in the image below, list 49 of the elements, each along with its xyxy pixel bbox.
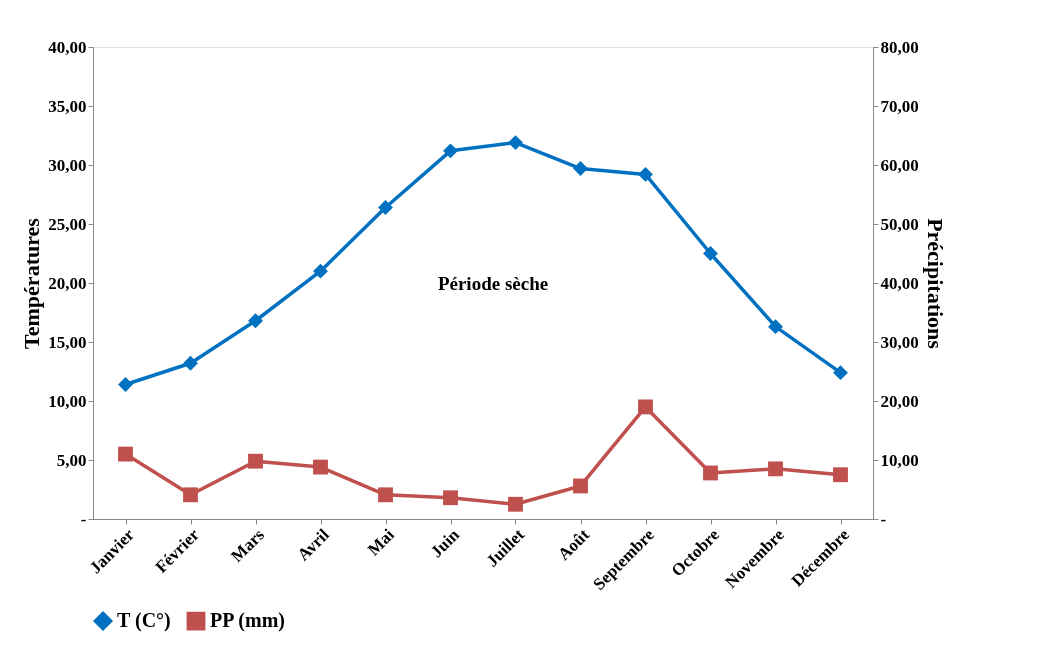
point [313,263,328,279]
y2-tick-label: 20,00 [880,391,919,411]
x-tick-label: Mai [363,524,399,560]
point [573,478,588,494]
legend-label: T (C°) [117,609,171,633]
point [378,200,393,215]
legend-label: PP (mm) [210,609,285,633]
point [378,487,393,503]
point [118,377,133,392]
point [768,319,783,335]
y-tick-label: 20,00 [48,273,87,293]
y2-tick-label: 10,00 [880,450,919,470]
point [443,143,458,159]
y-tick-label: 25,00 [48,214,87,234]
y2-tick-label: 30,00 [880,332,919,352]
point [313,459,328,475]
point [508,496,523,512]
y2-tick-label: - [880,509,887,529]
y-tick-label: 5,00 [56,450,87,470]
y2-tick-label: 50,00 [880,214,919,234]
y-tick-label: 30,00 [48,155,87,175]
y-tick-label: 15,00 [48,332,87,352]
y-tick-label: - [80,509,87,529]
y2-tick-label: 40,00 [880,273,919,293]
point [508,135,523,150]
point [703,246,718,261]
x-tick-label: Juin [426,524,464,562]
point [638,167,653,182]
y-tick-label: 10,00 [48,391,87,411]
point [118,446,133,462]
point [183,355,198,371]
y-tick-label: 35,00 [48,96,87,116]
point [833,467,848,483]
y2-axis-title: Précipitations [922,218,948,350]
point [443,490,458,506]
y-tick-label: 40,00 [48,37,87,57]
point [833,365,848,381]
annotation: Période sèche [437,273,549,294]
point [573,161,588,176]
point [703,465,718,481]
y-axis-title: Températures [19,217,45,349]
point [248,453,263,469]
point [638,399,653,415]
point [248,313,263,329]
y2-tick-label: 70,00 [880,96,919,116]
y2-tick-label: 60,00 [880,155,919,175]
point [183,487,198,503]
y2-tick-label: 80,00 [880,37,919,57]
point [768,461,783,477]
